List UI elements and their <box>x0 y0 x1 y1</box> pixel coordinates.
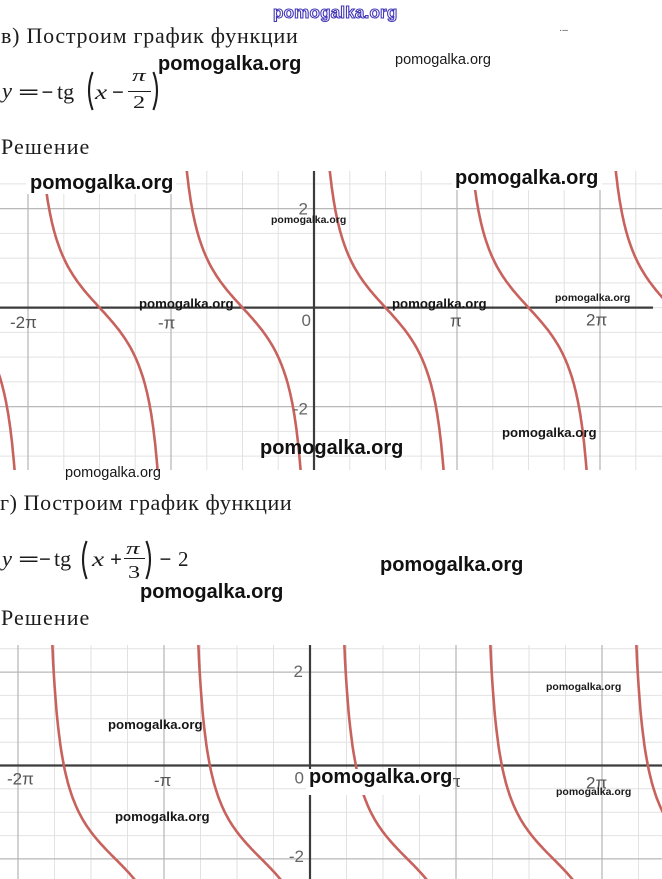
svg-text:-2π: -2π <box>7 770 34 789</box>
svg-text:-2: -2 <box>293 400 308 419</box>
svg-text:2π: 2π <box>586 774 607 793</box>
svg-text:0: 0 <box>302 311 311 330</box>
svg-text:2: 2 <box>294 662 303 681</box>
svg-text:-2π: -2π <box>10 313 37 332</box>
svg-text:π: π <box>449 772 461 791</box>
svg-text:-π: -π <box>154 771 171 790</box>
svg-text:2: 2 <box>299 200 308 219</box>
svg-text:-π: -π <box>158 314 175 333</box>
svg-text:-2: -2 <box>289 847 304 866</box>
svg-text:2π: 2π <box>586 311 607 330</box>
svg-text:0: 0 <box>295 769 304 788</box>
svg-text:π: π <box>450 312 462 331</box>
